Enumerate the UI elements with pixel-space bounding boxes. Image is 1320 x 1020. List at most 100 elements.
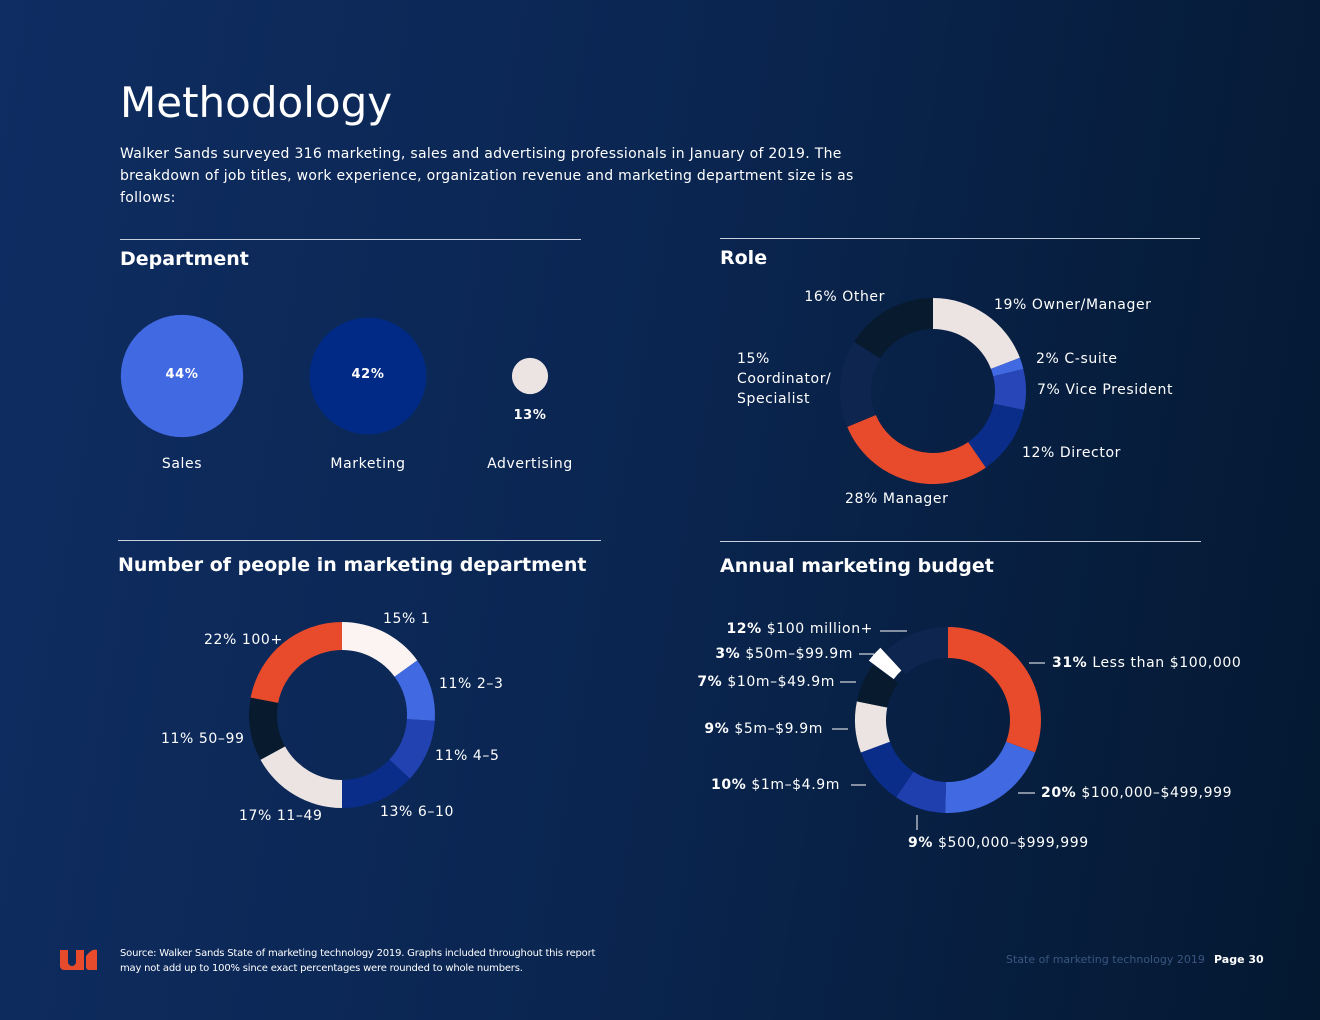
- segment-value: 11%: [435, 748, 468, 764]
- donut-segment: [896, 771, 947, 813]
- segment-value: 16%: [804, 289, 838, 305]
- segment-category: $100 million+: [766, 621, 873, 637]
- segment-category: 1: [420, 611, 431, 627]
- donut-segment: [394, 660, 436, 721]
- segment-label: 9% $500,000–$999,999: [908, 835, 1089, 851]
- segment-label: 9% $5m–$9.9m: [704, 721, 823, 737]
- logo: [60, 949, 97, 970]
- section-title: Department: [120, 248, 249, 270]
- segment-category: $50m–$99.9m: [745, 646, 853, 662]
- category-text: Advertising: [487, 456, 573, 472]
- segment-category: $100,000–$499,999: [1081, 785, 1233, 801]
- category-label: Sales: [162, 456, 202, 472]
- segment-label: 11% 50–99: [161, 731, 245, 747]
- segment-value: 12%: [1022, 445, 1055, 461]
- segment-category: Coordinator/ Specialist: [737, 371, 832, 407]
- segment-label: 31% Less than $100,000: [1052, 655, 1241, 671]
- value-label-text: 13%: [513, 408, 547, 424]
- segment-label: 13% 6–10: [380, 804, 454, 820]
- value-label-text: 42%: [351, 367, 385, 382]
- bubble: [511, 357, 549, 395]
- segment-value: 22%: [204, 632, 237, 648]
- segment-category: $10m–$49.9m: [727, 674, 835, 690]
- page-title: Methodology: [120, 78, 393, 127]
- segment-label: 16% Other: [804, 289, 885, 305]
- page-number: Page 30: [1214, 953, 1264, 966]
- segment-label: 28% Manager: [845, 491, 949, 507]
- segment-label: 12% $100 million+: [726, 621, 873, 637]
- donut-segment: [933, 298, 1020, 369]
- segment-label: 19% Owner/Manager: [994, 297, 1152, 313]
- segment-value: 28%: [845, 491, 878, 507]
- donut-segment: [856, 664, 899, 708]
- donut-segment: [945, 741, 1036, 813]
- category-text: Sales: [161, 456, 203, 472]
- segment-label: 10% $1m–$4.9m: [711, 777, 840, 793]
- donut-segment: [855, 701, 890, 753]
- bubble: [309, 317, 427, 435]
- segment-value: 15%: [383, 611, 416, 627]
- category-label: Advertising: [487, 456, 573, 472]
- segment-value: 7%: [697, 674, 723, 690]
- value-label-text: 44%: [165, 367, 199, 382]
- category-label: Marketing: [330, 456, 405, 472]
- segment-value: 10%: [711, 777, 747, 793]
- donut-segment: [389, 719, 435, 779]
- segment-category: Vice President: [1065, 382, 1174, 398]
- segment-category: 6–10: [417, 804, 455, 820]
- segment-value: 11%: [161, 731, 194, 747]
- donut-segment: [847, 414, 986, 484]
- value-label: 13%: [514, 408, 547, 423]
- donut-segment: [250, 622, 342, 703]
- segment-category: Other: [842, 289, 885, 305]
- segment-label: 22% 100+: [204, 632, 283, 648]
- segment-label: 15% 1: [383, 611, 430, 627]
- segment-category: $500,000–$999,999: [937, 835, 1089, 851]
- segment-value: 12%: [726, 621, 762, 637]
- segment-value: 9%: [704, 721, 730, 737]
- donut-segment: [993, 369, 1026, 411]
- donut-segment: [249, 697, 286, 760]
- segment-label: 3% $50m–$99.9m: [715, 646, 853, 662]
- section-title: Number of people in marketing department: [118, 554, 587, 576]
- segment-value: 20%: [1041, 785, 1077, 801]
- segment-category: $1m–$4.9m: [751, 777, 840, 793]
- segment-label: 11% 2–3: [439, 676, 504, 692]
- section-title: Role: [720, 247, 768, 269]
- segment-label: 15% Coordinator/ Specialist: [737, 349, 837, 409]
- donut-segment: [948, 627, 1041, 753]
- segment-label: 20% $100,000–$499,999: [1041, 785, 1232, 801]
- donut-segment: [884, 627, 948, 675]
- segment-value: 15%: [737, 351, 770, 367]
- value-label: 42%: [352, 367, 385, 382]
- segment-value: 3%: [715, 646, 741, 662]
- segment-label: 2% C-suite: [1036, 351, 1118, 367]
- segment-category: 4–5: [472, 748, 500, 764]
- segment-category: Less than $100,000: [1092, 655, 1242, 671]
- donut-segment: [868, 647, 902, 680]
- source-note: Source: Walker Sands State of marketing …: [120, 948, 596, 974]
- segment-label: 7% $10m–$49.9m: [697, 674, 835, 690]
- segment-category: 2–3: [476, 676, 504, 692]
- value-label: 44%: [166, 367, 199, 382]
- donut-segment: [990, 357, 1024, 377]
- segment-label: 7% Vice President: [1037, 382, 1173, 398]
- segment-label: 12% Director: [1022, 445, 1121, 461]
- donut-segment: [342, 759, 410, 808]
- donut-segment: [840, 341, 881, 427]
- section-title: Annual marketing budget: [720, 555, 994, 577]
- segment-category: $5m–$9.9m: [734, 721, 823, 737]
- segment-category: Owner/Manager: [1031, 297, 1152, 313]
- category-text: Marketing: [330, 456, 406, 472]
- donut-segment: [860, 741, 914, 798]
- report-name: State of marketing technology 2019: [1006, 953, 1205, 966]
- segment-category: 11–49: [276, 808, 323, 824]
- segment-value: 2%: [1036, 351, 1060, 367]
- segment-category: C-suite: [1064, 351, 1118, 367]
- segment-value: 31%: [1052, 655, 1088, 671]
- segment-category: Director: [1059, 445, 1121, 461]
- donut-segment: [968, 403, 1025, 468]
- segment-value: 17%: [239, 808, 272, 824]
